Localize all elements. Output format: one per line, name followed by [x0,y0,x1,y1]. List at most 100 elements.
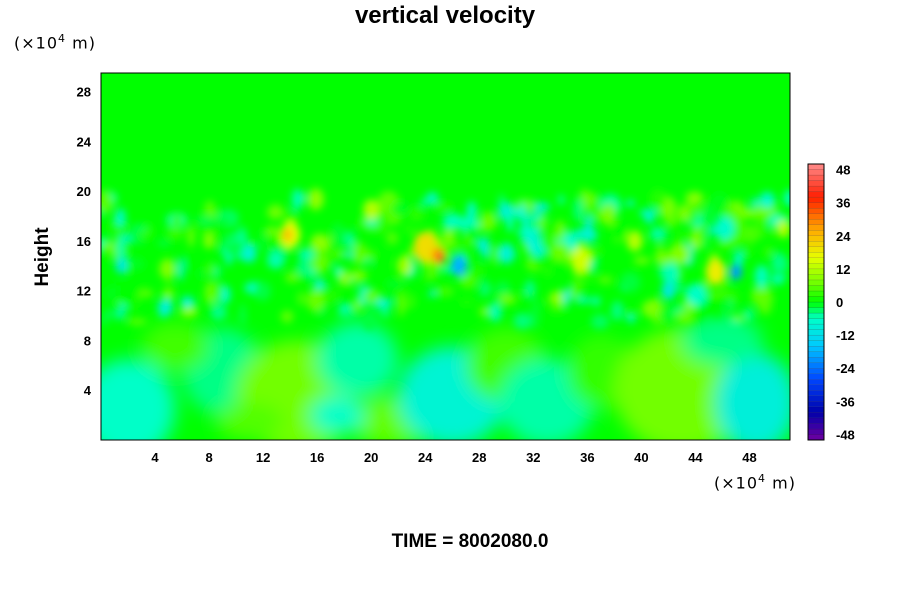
field-cell [458,272,478,289]
colorbar-segment [807,351,825,358]
field-cell [405,248,414,258]
field-cell [528,299,545,309]
field-cell [116,236,127,259]
field-cell [434,287,445,295]
field-core [776,219,790,238]
field-cell [299,275,311,283]
field-cell [419,199,433,207]
field-cell [741,224,761,244]
field-cell [524,280,535,298]
field-cell [530,305,540,330]
colorbar-tick-label: -24 [836,361,856,376]
field-cell [239,303,247,326]
x-tick-label: 36 [580,450,594,465]
colorbar-segment [807,401,825,408]
field-cell [101,315,108,327]
colorbar-segment [807,202,825,209]
field-cell [619,272,641,293]
field-cell [662,262,681,287]
field-cell [708,290,728,298]
field-cell [259,229,268,250]
field-core [396,255,413,277]
y-tick-label: 20 [77,184,91,199]
colorbar-segment [807,163,825,170]
field-cell [204,200,216,220]
field-cell [170,214,184,226]
y-tick-label: 16 [77,234,91,249]
field-cell [197,269,208,279]
field-cell [478,280,491,297]
colorbar-segment [807,208,825,214]
field-cell [677,204,689,223]
y-tick-label: 28 [77,85,91,100]
field-cell [558,194,565,205]
field-cell [590,314,609,330]
field-cell [385,231,399,245]
field-cell [685,283,707,306]
field-cell [362,310,376,331]
field-region [317,321,399,397]
colorbar: 48 36 24 12 0 -12 -24 -36 -48 [807,163,856,442]
field-cell [571,275,583,298]
colorbar-segment [807,301,825,308]
field-cell [214,281,223,301]
field-cell [180,307,198,318]
colorbar-segment [807,340,825,347]
colorbar-segment [807,263,825,270]
colorbar-segment [807,213,825,220]
colorbar-segment [807,290,825,297]
field-cell [665,215,678,228]
field-core [705,259,726,286]
field-cell [103,308,121,320]
y-tick-label: 12 [77,284,91,299]
field-cell [403,225,414,233]
field-cell [157,299,173,316]
field-cell [325,244,336,267]
field-cell [675,232,687,247]
field-cell [220,217,229,224]
x-tick-label: 20 [364,450,378,465]
field-cell [744,308,754,321]
field-core [115,258,128,274]
field-cell [297,291,306,306]
field-cell [408,206,425,223]
field-cell [723,280,731,303]
x-tick-label: 12 [256,450,270,465]
field-cell [525,219,542,229]
colorbar-frame [807,163,825,441]
field-cell [506,208,515,233]
field-cell [331,223,345,247]
x-tick-label: 40 [634,450,648,465]
colorbar-segment [807,379,825,385]
colorbar-segment [807,390,825,396]
colorbar-segment [807,230,825,236]
field-cell [759,191,776,209]
colorbar-segment [807,384,825,391]
field-cell [644,213,655,224]
field-cell [285,272,300,284]
field-cell [538,215,548,232]
colorbar-segment [807,246,825,253]
field-cell [284,209,298,224]
field-cell [267,204,284,220]
field-cell [458,299,475,306]
field-core [282,228,293,242]
velocity-field [101,73,790,440]
field-cell [217,209,240,226]
field-cell [442,213,464,228]
field-cell [709,192,730,217]
field-cell [310,233,330,252]
colorbar-segment [807,323,825,330]
field-cell [373,250,389,270]
x-tick-label: 48 [742,450,756,465]
field-cell [398,294,405,317]
field-cell [759,304,772,315]
field-cell [422,274,437,282]
field-cell [161,291,174,298]
colorbar-segment [807,296,825,303]
field-region [310,396,365,434]
field-cell [220,225,243,236]
field-cell [656,242,665,255]
field-cell [187,225,195,248]
